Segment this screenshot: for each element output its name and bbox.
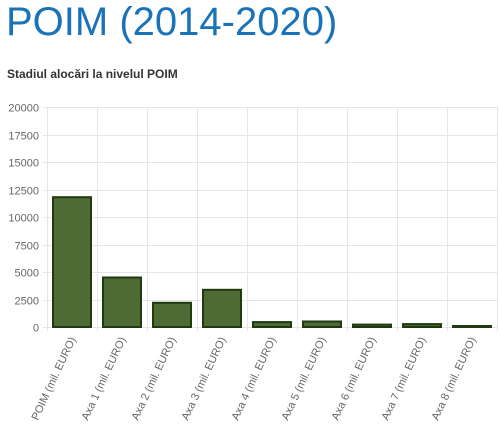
page-title: POIM (2014-2020)	[6, 0, 338, 44]
x-category-label: Axa 4 (mil. EURO)	[230, 335, 279, 422]
y-tick-label: 10000	[8, 213, 39, 225]
bars	[52, 196, 492, 329]
x-category-label: Axa 6 (mil. EURO)	[330, 335, 379, 422]
y-tick-label: 17500	[8, 131, 39, 143]
bar[interactable]	[402, 323, 442, 329]
x-category-label: Axa 7 (mil. EURO)	[380, 335, 429, 422]
bar[interactable]	[202, 288, 242, 328]
x-category-label: Axa 3 (mil. EURO)	[180, 335, 229, 422]
y-tick-label: 7500	[15, 241, 39, 253]
bar[interactable]	[452, 325, 492, 328]
y-tick-label: 2500	[15, 296, 39, 308]
bar[interactable]	[302, 320, 342, 328]
bar[interactable]	[102, 276, 142, 328]
x-category-label: Axa 1 (mil. EURO)	[80, 335, 129, 422]
y-axis-ticks: 0 2500 5000 7500 10000 12500 15000 17500 20000	[8, 103, 39, 335]
y-tick-label: 0	[33, 323, 39, 335]
chart-title: Stadiul alocări la nivelul POIM	[7, 67, 178, 81]
x-category-label: Axa 2 (mil. EURO)	[130, 335, 179, 422]
x-axis-labels: POIM (mil. EURO) Axa 1 (mil. EURO) Axa 2 (…	[30, 335, 479, 422]
y-tick-label: 15000	[8, 158, 39, 170]
y-tick-label: 20000	[8, 103, 39, 115]
x-category-label: Axa 8 (mil. EURO)	[430, 335, 479, 422]
y-tick-label: 12500	[8, 186, 39, 198]
bar[interactable]	[152, 301, 192, 328]
bar[interactable]	[252, 321, 292, 329]
bar[interactable]	[52, 196, 92, 328]
x-category-label: Axa 5 (mil. EURO)	[280, 335, 329, 422]
x-category-label: POIM (mil. EURO)	[30, 335, 79, 422]
bar[interactable]	[352, 323, 392, 329]
y-tick-label: 5000	[15, 268, 39, 280]
